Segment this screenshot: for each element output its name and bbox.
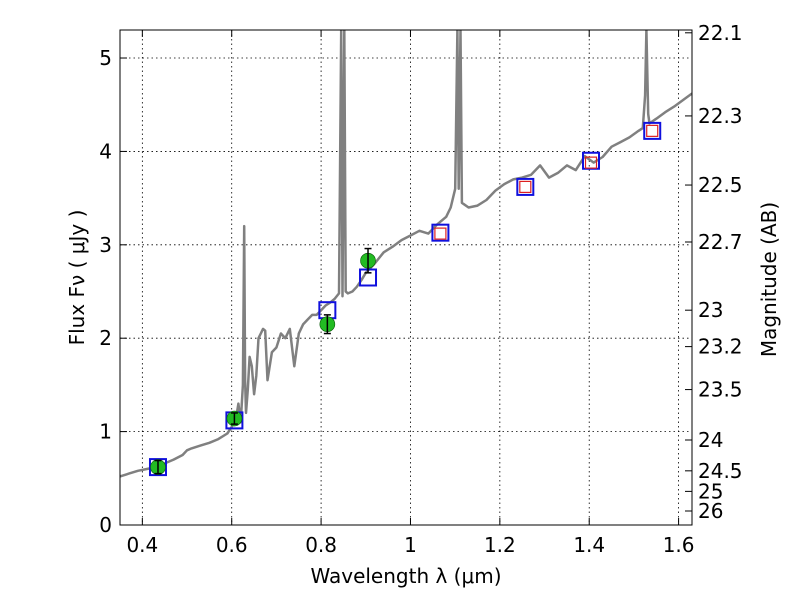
- model-photometry-square: [582, 151, 601, 170]
- x-tick-label: 0.4: [126, 533, 158, 557]
- ticks: 0.4 0.6 0.8 1 1.2 1.4 1.601234522.122.322.522.…: [99, 21, 742, 557]
- x-axis-title: Wavelength λ (μm): [310, 564, 501, 588]
- model-photometry-square: [643, 121, 662, 140]
- mag-tick-label: 22.5: [698, 173, 743, 197]
- spectrum-line: [120, 30, 692, 478]
- y-tick-label: 5: [99, 46, 112, 70]
- mag-tick-label: 25: [698, 479, 723, 503]
- observed-band-square: [519, 180, 532, 194]
- observed-band-square: [584, 156, 598, 169]
- y-tick-label: 4: [99, 139, 112, 163]
- x-tick-label: 0.8: [305, 533, 337, 557]
- grid: [120, 30, 692, 526]
- marker-layer: [148, 121, 662, 477]
- mag-tick-label: 22.7: [698, 230, 743, 254]
- mag-tick-label: 24: [698, 428, 723, 452]
- mag-tick-label: 22.3: [698, 104, 743, 128]
- x-tick-label: 1.2: [484, 533, 516, 557]
- mag-tick-label: 23: [698, 298, 723, 322]
- y-tick-label: 0: [99, 513, 112, 537]
- y-axis-title: Flux Fν ( μJy ): [65, 210, 89, 346]
- x-tick-label: 1: [404, 533, 417, 557]
- model-photometry-square: [516, 177, 535, 196]
- spectrum-layer: [120, 30, 692, 478]
- model-photometry-square: [148, 458, 167, 477]
- x-tick-label: 1.6: [663, 533, 695, 557]
- plot-frame: [119, 29, 693, 526]
- mag-tick-label: 26: [698, 499, 723, 523]
- y-tick-label: 3: [99, 233, 112, 257]
- model-photometry-square: [431, 223, 450, 242]
- x-tick-label: 1.4: [573, 533, 605, 557]
- observed-band-square: [434, 227, 447, 240]
- x-tick-label: 0.6: [216, 533, 248, 557]
- y-tick-label: 2: [99, 326, 112, 350]
- observed-band-square: [646, 124, 659, 137]
- mag-tick-label: 22.1: [698, 21, 743, 45]
- mag-tick-label: 23.5: [698, 378, 743, 402]
- mag-tick-label: 24.5: [698, 459, 743, 483]
- y-axis-right-title: Magnitude (AB): [757, 202, 781, 357]
- y-tick-label: 1: [99, 420, 112, 444]
- mag-tick-label: 23.2: [698, 335, 743, 359]
